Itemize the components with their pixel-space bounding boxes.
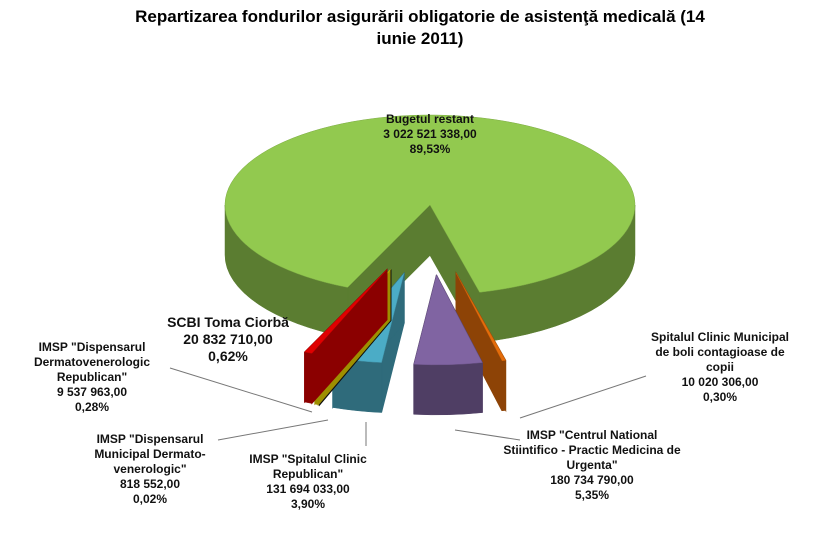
slice-value: 20 832 710,00 [183,331,273,347]
leader-line [519,375,647,419]
slice-percent: 89,53% [409,142,451,156]
slice [224,114,636,293]
data-label: IMSP "Spitalul Clinic Republican" 131 694… [238,452,378,512]
leader-line [454,429,521,441]
slice-name: Bugetul restant [385,112,474,126]
slice-percent: 5,35% [574,488,610,502]
data-label: IMSP "Dispensarul Dermatovenerologic Rep… [17,340,167,415]
slice-name: IMSP "Spitalul Clinic Republican" [249,452,367,481]
data-label: Bugetul restant 3 022 521 338,00 89,53% [330,112,530,157]
chart-title: Repartizarea fondurilor asigurării oblig… [135,7,705,48]
slice-percent: 3,90% [290,497,326,511]
slice-percent: 0,62% [208,348,248,364]
data-label: IMSP "Dispensarul Municipal Dermato-vene… [80,432,220,507]
data-label: IMSP "Centrul National Stiintifico - Pra… [502,428,682,503]
slice-name: IMSP "Dispensarul Dermatovenerologic Rep… [33,340,151,384]
leader-line [169,367,313,413]
slice-percent: 0,30% [702,390,738,404]
slice-value: 10 020 306,00 [681,375,759,389]
slice-value: 180 734 790,00 [550,473,634,487]
slice-value: 3 022 521 338,00 [383,127,477,141]
slice-value: 131 694 033,00 [266,482,350,496]
slice-wall [413,362,483,416]
slice-percent: 0,02% [132,492,168,506]
slice-wall [501,360,506,412]
slice-value: 818 552,00 [119,477,181,491]
slice-name: IMSP "Centrul National Stiintifico - Pra… [503,428,681,472]
slice-percent: 0,28% [74,400,110,414]
slice [455,272,507,362]
data-label: Spitalul Clinic Municipal de boli contag… [645,330,795,405]
slice [304,269,388,354]
slice-value: 9 537 963,00 [56,385,128,399]
slice [413,274,483,366]
slice-name: Spitalul Clinic Municipal de boli contag… [650,330,789,374]
data-label: SCBI Toma Ciorbă 20 832 710,00 0,62% [148,314,308,365]
slice-name: SCBI Toma Ciorbă [167,314,289,330]
slice-name: IMSP "Dispensarul Municipal Dermato-vene… [94,432,206,476]
leader-line [217,419,329,441]
